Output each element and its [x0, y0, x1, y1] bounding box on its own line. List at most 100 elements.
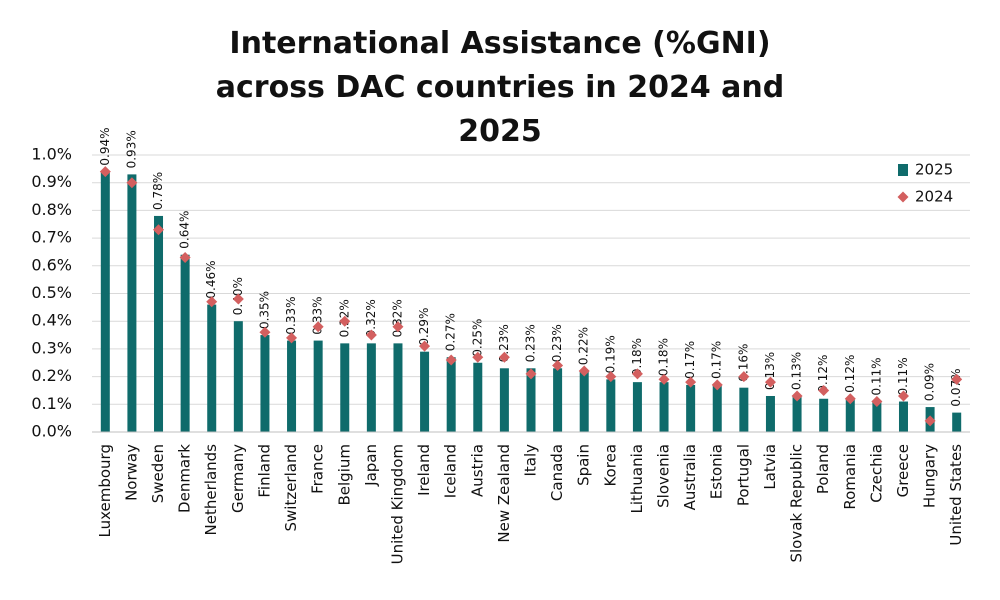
bar	[898, 401, 908, 432]
y-tick-label: 0.3%	[31, 338, 72, 357]
bar	[553, 368, 563, 432]
bar	[260, 335, 270, 432]
marker	[924, 415, 936, 427]
value-label: 0.19%	[603, 335, 617, 373]
marker	[472, 351, 484, 363]
marker	[658, 373, 670, 385]
marker	[791, 390, 803, 402]
value-label: 0.18%	[657, 338, 671, 376]
value-label: 0.35%	[257, 291, 271, 329]
x-tick-label: Spain	[575, 444, 593, 486]
bar	[686, 384, 696, 432]
marker	[552, 360, 564, 372]
y-tick-label: 0.1%	[31, 394, 72, 413]
marker	[126, 177, 138, 189]
value-label: 0.27%	[444, 313, 458, 351]
bar	[819, 398, 829, 432]
value-label: 0.23%	[524, 324, 538, 362]
marker	[818, 384, 830, 396]
bar	[313, 340, 323, 432]
x-tick-label: Iceland	[442, 444, 460, 498]
x-tick-label: Czechia	[867, 444, 885, 503]
bar	[420, 351, 430, 432]
legend-swatch	[898, 164, 908, 176]
x-tick-label: Australia	[681, 444, 699, 510]
x-tick-label: Estonia	[708, 444, 726, 499]
chart-title: International Assistance (%GNI) across D…	[215, 26, 785, 149]
bar	[473, 362, 483, 432]
bar	[845, 398, 855, 432]
value-label: 0.93%	[124, 130, 138, 168]
bar	[127, 174, 137, 432]
y-tick-label: 0.7%	[31, 228, 72, 247]
value-label: 0.17%	[683, 341, 697, 379]
x-tick-label: France	[309, 444, 327, 494]
value-label: 0.11%	[869, 357, 883, 395]
marker	[392, 321, 404, 333]
marker	[764, 376, 776, 388]
x-tick-label: Greece	[894, 444, 912, 497]
value-label: 0.46%	[204, 260, 218, 298]
value-label: 0.18%	[630, 338, 644, 376]
marker	[445, 354, 457, 366]
marker	[286, 332, 298, 344]
bar	[366, 343, 376, 432]
legend-swatch	[897, 191, 909, 203]
marker	[871, 396, 883, 408]
marker	[897, 390, 909, 402]
bar	[765, 395, 775, 432]
x-tick-label: Italy	[522, 444, 540, 477]
y-tick-label: 0.8%	[31, 200, 72, 219]
value-label: 0.13%	[790, 352, 804, 390]
bar	[233, 321, 243, 432]
marker	[339, 315, 351, 327]
value-label: 0.78%	[151, 172, 165, 210]
bar	[207, 304, 217, 432]
marker	[738, 371, 750, 383]
x-tick-label: Slovenia	[655, 444, 673, 508]
bar	[180, 254, 190, 432]
y-tick-label: 0.9%	[31, 172, 72, 191]
bar	[499, 368, 509, 432]
value-label: 0.07%	[949, 368, 963, 406]
x-tick-label: United States	[947, 444, 965, 546]
marker	[365, 329, 377, 341]
marker	[525, 368, 537, 380]
x-tick-label: Sweden	[149, 444, 167, 503]
bar	[579, 371, 589, 432]
x-tick-label: Switzerland	[282, 444, 300, 532]
marker	[312, 321, 324, 333]
value-label: 0.33%	[284, 296, 298, 334]
x-tick-label: Portugal	[734, 444, 752, 506]
bar	[952, 412, 962, 432]
y-tick-label: 0.2%	[31, 366, 72, 385]
marker	[153, 224, 165, 236]
value-label: 0.11%	[896, 357, 910, 395]
x-tick-label: Luxembourg	[96, 444, 114, 538]
x-tick-label: Canada	[548, 444, 566, 501]
value-label: 0.29%	[417, 308, 431, 346]
bar	[632, 382, 642, 432]
marker	[951, 373, 963, 385]
x-tick-label: Austria	[468, 444, 486, 497]
bar	[872, 401, 882, 432]
legend-label: 2025	[915, 161, 953, 179]
x-tick-label: Hungary	[921, 444, 939, 508]
x-tick-label: Denmark	[176, 444, 194, 513]
marker	[685, 376, 697, 388]
value-label: 0.17%	[710, 341, 724, 379]
value-label: 0.25%	[470, 319, 484, 357]
marker	[179, 251, 191, 263]
bar	[712, 384, 722, 432]
y-tick-label: 0.4%	[31, 311, 72, 330]
bar	[287, 340, 297, 432]
marker	[711, 379, 723, 391]
value-label: 0.64%	[178, 211, 192, 249]
value-label: 0.12%	[816, 355, 830, 393]
x-tick-label: Finland	[255, 444, 273, 498]
marker	[99, 166, 111, 178]
bar	[154, 215, 164, 432]
marker	[605, 371, 617, 383]
bar	[739, 387, 749, 432]
